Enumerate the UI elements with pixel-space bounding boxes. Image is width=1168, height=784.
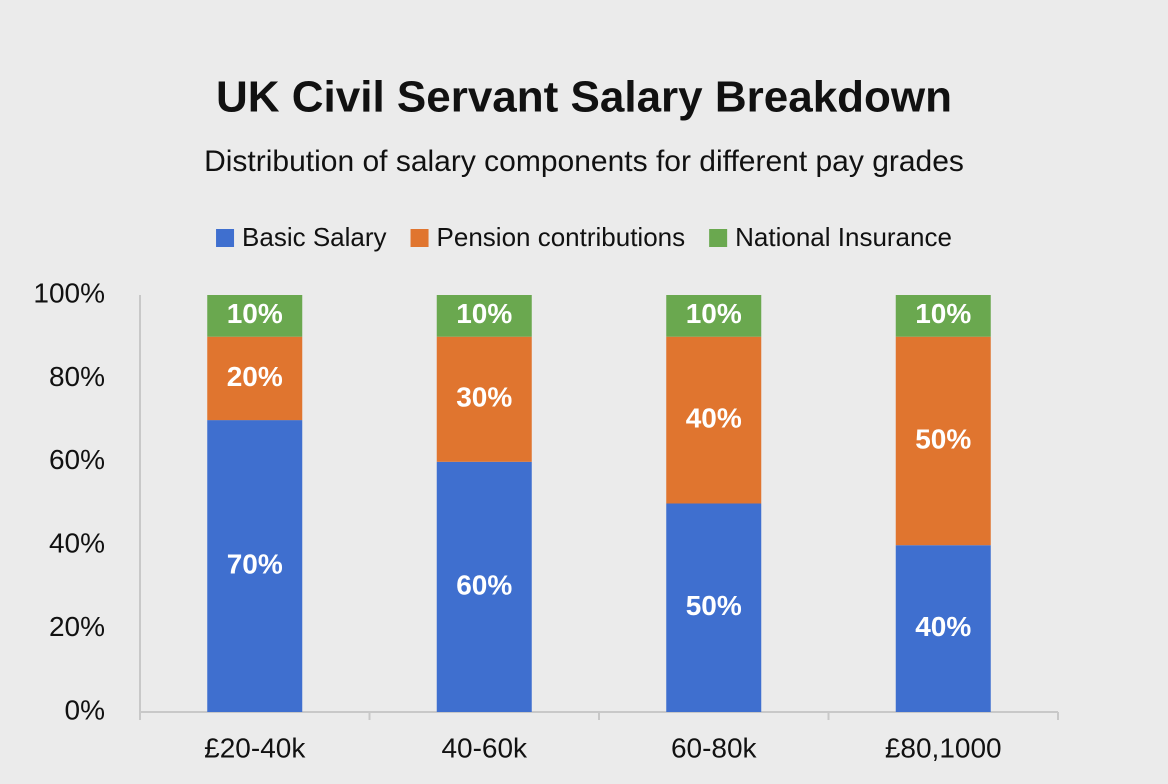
legend-swatch <box>216 229 235 247</box>
bar-segment <box>207 295 303 337</box>
bar-segment <box>666 503 762 712</box>
bar-segment <box>895 545 991 712</box>
y-tick-label: 60% <box>49 444 105 475</box>
x-tick-label: £20-40k <box>204 732 306 763</box>
data-label: 40% <box>686 402 742 433</box>
y-tick-label: 20% <box>49 611 105 642</box>
data-label: 10% <box>456 298 512 329</box>
data-label: 40% <box>915 611 971 642</box>
y-tick-label: 40% <box>49 528 105 559</box>
chart-title: UK Civil Servant Salary Breakdown <box>216 73 952 122</box>
data-label: 10% <box>227 298 283 329</box>
x-tick-label: £80,1000 <box>885 732 1002 763</box>
data-label: 50% <box>915 423 971 454</box>
bar-segment <box>436 461 532 712</box>
y-tick-label: 100% <box>33 277 105 308</box>
bar-segment <box>895 295 991 337</box>
data-label: 20% <box>227 361 283 392</box>
y-tick-label: 0% <box>65 694 105 725</box>
chart-subtitle: Distribution of salary components for di… <box>204 145 964 178</box>
bar-segment <box>895 336 991 546</box>
bar-segment <box>436 295 532 337</box>
data-label: 30% <box>456 382 512 413</box>
legend-swatch <box>709 229 728 247</box>
bar-segment <box>666 336 762 504</box>
x-tick-label: 60-80k <box>671 732 758 763</box>
data-label: 10% <box>686 298 742 329</box>
bar-segment <box>666 295 762 337</box>
y-tick-label: 80% <box>49 361 105 392</box>
legend-label: National Insurance <box>735 222 952 252</box>
legend-label: Basic Salary <box>242 222 387 252</box>
bar-segment <box>207 336 303 421</box>
legend-label: Pension contributions <box>437 222 686 252</box>
legend-swatch <box>410 229 429 247</box>
data-label: 60% <box>456 569 512 600</box>
bar-segment <box>207 420 303 712</box>
data-label: 10% <box>915 298 971 329</box>
data-label: 70% <box>227 548 283 579</box>
bar-segment <box>436 336 532 462</box>
data-label: 50% <box>686 590 742 621</box>
x-tick-label: 40-60k <box>441 732 528 763</box>
